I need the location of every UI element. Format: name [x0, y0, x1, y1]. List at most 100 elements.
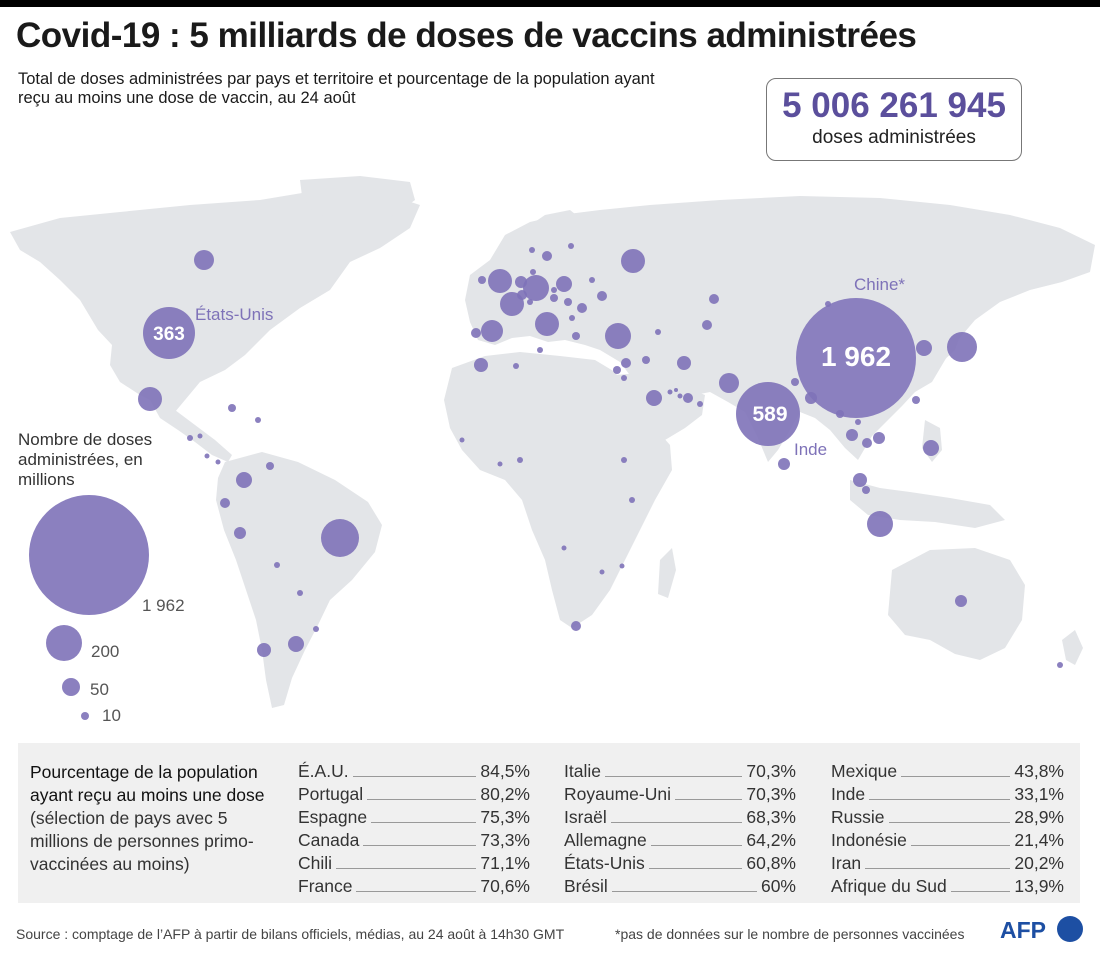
bubble-jordan[interactable]: [621, 375, 627, 381]
bubble-kazakhstan[interactable]: [709, 294, 719, 304]
bubble-serbia[interactable]: [569, 315, 575, 321]
bubble-thailand[interactable]: [846, 429, 858, 441]
bubble-oman[interactable]: [697, 401, 703, 407]
bubble-pakistan[interactable]: [719, 373, 739, 393]
bubble-angola[interactable]: [561, 545, 567, 551]
bubble-paraguay[interactable]: [297, 590, 303, 596]
bubble-china[interactable]: [796, 298, 916, 418]
bubble-colombia[interactable]: [236, 472, 252, 488]
bubble-panama[interactable]: [215, 459, 221, 465]
bubble-uae[interactable]: [683, 393, 693, 403]
bubble-portugal[interactable]: [471, 328, 481, 338]
bubble-finland[interactable]: [568, 243, 574, 249]
bubble-romania[interactable]: [577, 303, 587, 313]
bubble-honduras[interactable]: [197, 433, 203, 439]
bubble-italy[interactable]: [535, 312, 559, 336]
bubble-czech[interactable]: [551, 287, 557, 293]
bubble-netherlands[interactable]: [515, 276, 527, 288]
bubble-nigeria[interactable]: [517, 457, 523, 463]
bubble-india[interactable]: [736, 382, 800, 446]
bubble-belarus[interactable]: [589, 277, 595, 283]
bubble-uzbekistan[interactable]: [702, 320, 712, 330]
land-africa: [444, 352, 672, 628]
bubble-chile[interactable]: [257, 643, 271, 657]
bubble-singapore[interactable]: [862, 486, 870, 494]
bubble-ukraine[interactable]: [597, 291, 607, 301]
bubble-mozambique[interactable]: [619, 563, 625, 569]
bubble-mexico[interactable]: [138, 387, 162, 411]
bubble-indonesia[interactable]: [867, 511, 893, 537]
bubble-south-africa[interactable]: [571, 621, 581, 631]
table-row: Afrique du Sud 13,9%: [831, 876, 1064, 896]
bubble-hungary[interactable]: [564, 298, 572, 306]
bubble-ireland[interactable]: [478, 276, 486, 284]
bubble-cambodia[interactable]: [862, 438, 872, 448]
total-doses-value: 5 006 261 945: [782, 86, 1006, 125]
bubble-dominican[interactable]: [255, 417, 261, 423]
bubble-vietnam[interactable]: [853, 473, 867, 487]
bubble-myanmar[interactable]: [836, 410, 844, 418]
bubble-uruguay[interactable]: [313, 626, 319, 632]
bubble-taiwan[interactable]: [912, 396, 920, 404]
table-row: Portugal 80,2%: [298, 784, 530, 804]
bubble-japan[interactable]: [947, 332, 977, 362]
bubble-peru[interactable]: [234, 527, 246, 539]
table-row: Iran 20,2%: [831, 853, 1064, 873]
bubble-laos[interactable]: [855, 419, 861, 425]
bubble-saudi[interactable]: [646, 390, 662, 406]
bubble-denmark[interactable]: [530, 269, 536, 275]
bubble-turkey[interactable]: [605, 323, 631, 349]
bubble-israel[interactable]: [613, 366, 621, 374]
bubble-argentina[interactable]: [288, 636, 304, 652]
bubble-belgium[interactable]: [517, 290, 527, 300]
legend-circle-10: [81, 712, 89, 720]
percentage-column-1: É.A.U. 84,5% Portugal 80,2% Espagne 75,3% C…: [298, 759, 530, 897]
table-row: Brésil 60%: [564, 876, 796, 896]
bubble-costa-rica[interactable]: [204, 453, 210, 459]
bubble-morocco[interactable]: [474, 358, 488, 372]
bubble-spain[interactable]: [481, 320, 503, 342]
bubble-iraq[interactable]: [642, 356, 650, 364]
bubble-bangladesh[interactable]: [805, 392, 817, 404]
bubble-senegal[interactable]: [459, 437, 465, 443]
land-north-america: [10, 190, 420, 412]
bubble-sweden[interactable]: [542, 251, 552, 261]
bubble-australia[interactable]: [955, 595, 967, 607]
bubble-qatar[interactable]: [677, 393, 683, 399]
bubble-kuwait[interactable]: [667, 389, 673, 395]
bubble-mongolia[interactable]: [825, 301, 831, 307]
bubble-ghana[interactable]: [497, 461, 503, 467]
bubble-bahrain[interactable]: [674, 388, 678, 392]
bubble-usa[interactable]: [143, 307, 195, 359]
bubble-sri-lanka[interactable]: [778, 458, 790, 470]
bubble-azerbaijan[interactable]: [655, 329, 661, 335]
bubble-zimbabwe[interactable]: [599, 569, 605, 575]
bubble-algeria[interactable]: [513, 363, 519, 369]
bubble-canada[interactable]: [194, 250, 214, 270]
bubble-egypt[interactable]: [621, 358, 631, 368]
bubble-uk[interactable]: [488, 269, 512, 293]
bubble-south-korea[interactable]: [916, 340, 932, 356]
bubble-poland[interactable]: [556, 276, 572, 292]
bubble-austria[interactable]: [550, 294, 558, 302]
bubble-greece[interactable]: [572, 332, 580, 340]
bubble-guatemala[interactable]: [187, 435, 193, 441]
bubble-norway[interactable]: [529, 247, 535, 253]
bubble-kenya[interactable]: [629, 497, 635, 503]
bubble-brazil[interactable]: [321, 519, 359, 557]
bubble-switzerland[interactable]: [527, 299, 533, 305]
bubble-bolivia[interactable]: [274, 562, 280, 568]
bubble-ecuador[interactable]: [220, 498, 230, 508]
bubble-cuba[interactable]: [228, 404, 236, 412]
bubble-philippines[interactable]: [923, 440, 939, 456]
bubble-iran[interactable]: [677, 356, 691, 370]
bubble-ethiopia[interactable]: [621, 457, 627, 463]
bubble-germany[interactable]: [523, 275, 549, 301]
bubble-venezuela[interactable]: [266, 462, 274, 470]
bubble-malaysia[interactable]: [873, 432, 885, 444]
bubble-russia[interactable]: [621, 249, 645, 273]
bubble-tunisia[interactable]: [537, 347, 543, 353]
land-south-america: [216, 452, 382, 708]
bubble-nepal[interactable]: [791, 378, 799, 386]
bubble-nz[interactable]: [1057, 662, 1063, 668]
